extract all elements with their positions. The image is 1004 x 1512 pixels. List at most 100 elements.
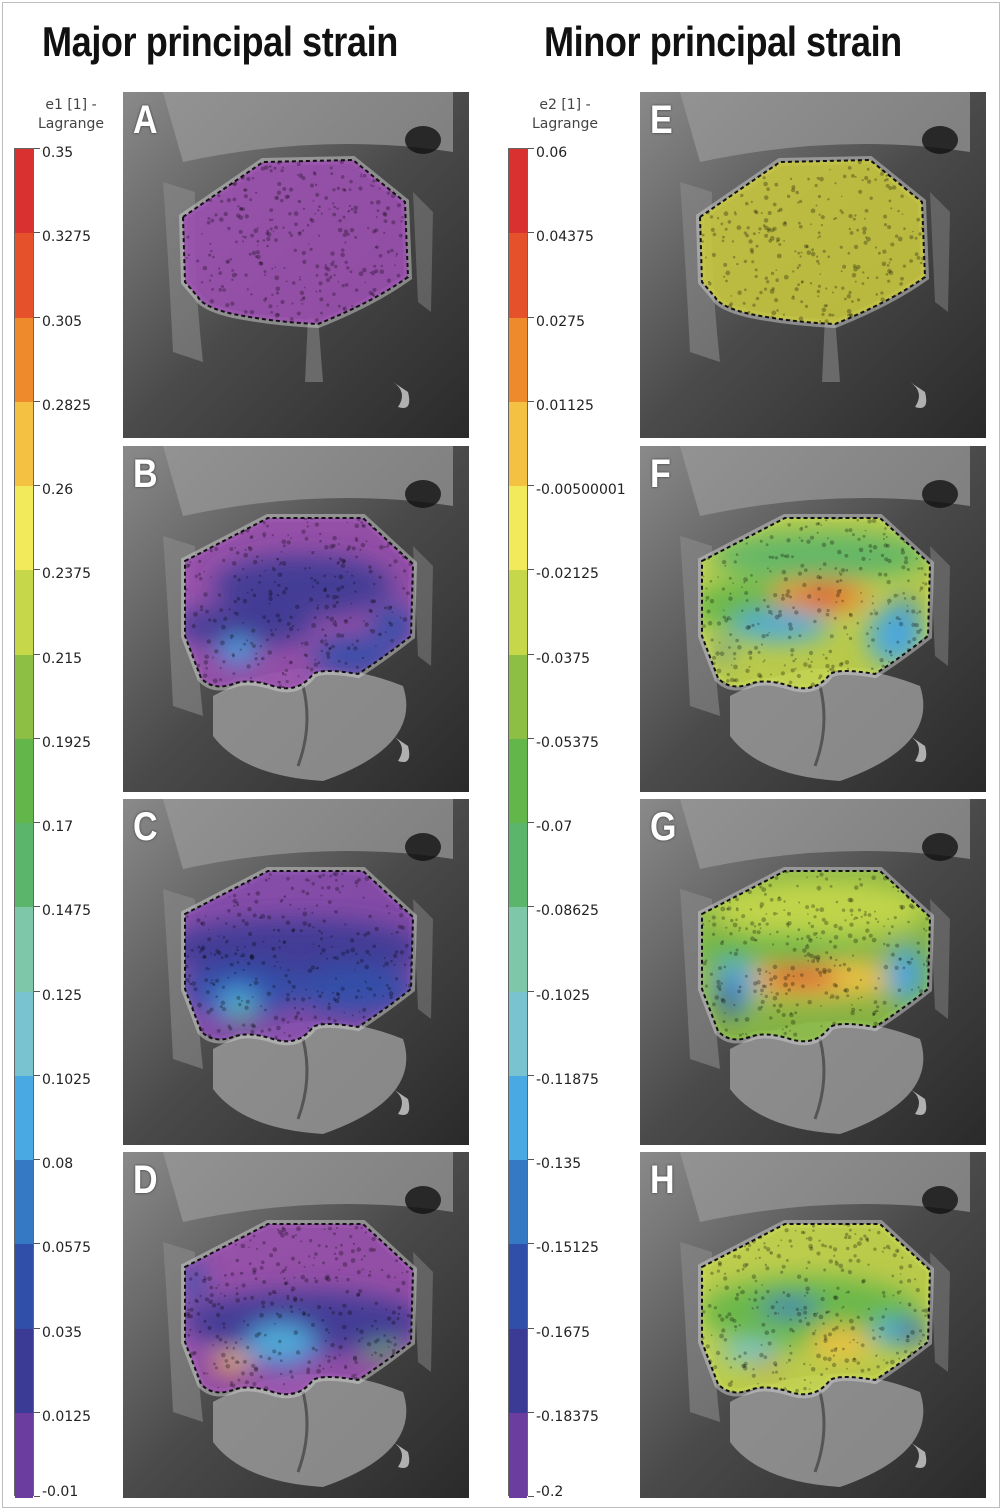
colorbar-segment bbox=[509, 570, 527, 656]
left-colorbar bbox=[14, 148, 34, 1498]
colorbar-tick bbox=[528, 316, 534, 318]
panel-image bbox=[123, 1152, 469, 1498]
colorbar-segment bbox=[509, 401, 527, 487]
panel-image bbox=[640, 446, 986, 792]
panel-a-label: A bbox=[133, 98, 158, 142]
colorbar-tick-label: 0.3275 bbox=[42, 229, 91, 246]
colorbar-tick-label: 0.1475 bbox=[42, 903, 91, 920]
panel-e: E bbox=[640, 92, 986, 438]
colorbar-tick-label: 0.0125 bbox=[42, 1408, 91, 1425]
colorbar-tick-label: 0.035 bbox=[42, 1324, 83, 1341]
colorbar-tick bbox=[528, 148, 534, 149]
colorbar-tick-label: -0.02125 bbox=[536, 566, 599, 583]
colorbar-segment bbox=[15, 486, 33, 572]
panel-c-label: C bbox=[133, 805, 158, 849]
colorbar-tick bbox=[528, 569, 534, 571]
colorbar-tick bbox=[528, 400, 534, 402]
colorbar-tick-label: 0.04375 bbox=[536, 229, 594, 246]
colorbar-segment bbox=[509, 317, 527, 403]
colorbar-tick-label: 0.08 bbox=[42, 1156, 74, 1172]
colorbar-tick-label: -0.08625 bbox=[536, 903, 599, 920]
colorbar-tick-label: -0.15125 bbox=[536, 1240, 599, 1257]
colorbar-tick bbox=[34, 148, 40, 149]
colorbar-segment bbox=[509, 149, 527, 235]
colorbar-segment bbox=[509, 1160, 527, 1246]
colorbar-segment bbox=[15, 1244, 33, 1330]
colorbar-tick-label: -0.05375 bbox=[536, 734, 599, 751]
colorbar-tick-label: 0.35 bbox=[42, 145, 74, 161]
colorbar-segment bbox=[509, 486, 527, 572]
colorbar-segment bbox=[15, 1160, 33, 1246]
colorbar-tick bbox=[34, 232, 40, 234]
right-colorbar bbox=[508, 148, 528, 1498]
panel-g: G bbox=[640, 799, 986, 1145]
colorbar-tick-label: -0.1025 bbox=[536, 987, 591, 1004]
colorbar-tick-label: -0.01 bbox=[42, 1484, 79, 1500]
colorbar-segment bbox=[15, 1075, 33, 1161]
colorbar-tick bbox=[528, 1327, 534, 1329]
panel-h: H bbox=[640, 1152, 986, 1498]
panel-c: C bbox=[123, 799, 469, 1145]
colorbar-tick bbox=[34, 1327, 40, 1329]
colorbar-segment bbox=[509, 907, 527, 993]
panel-e-label: E bbox=[650, 98, 673, 142]
colorbar-segment bbox=[509, 738, 527, 824]
panel-b-label: B bbox=[133, 452, 158, 496]
colorbar-tick-label: 0.1925 bbox=[42, 734, 91, 751]
panel-a: A bbox=[123, 92, 469, 438]
panel-f-label: F bbox=[650, 452, 671, 496]
colorbar-tick bbox=[34, 653, 40, 655]
colorbar-segment bbox=[15, 317, 33, 403]
colorbar-segment bbox=[15, 1328, 33, 1414]
colorbar-segment bbox=[509, 823, 527, 909]
colorbar-segment bbox=[15, 233, 33, 319]
colorbar-tick bbox=[528, 737, 534, 739]
panel-d: D bbox=[123, 1152, 469, 1498]
colorbar-segment bbox=[15, 570, 33, 656]
colorbar-tick-label: 0.305 bbox=[42, 313, 83, 330]
left-legend-header: e1 [1] - Lagrange bbox=[16, 96, 126, 134]
colorbar-segment bbox=[15, 907, 33, 993]
colorbar-tick-label: 0.2375 bbox=[42, 566, 91, 583]
right-column-title: Minor principal strain bbox=[544, 18, 902, 65]
panel-image bbox=[123, 92, 469, 438]
colorbar-tick bbox=[34, 1411, 40, 1413]
panel-image bbox=[123, 446, 469, 792]
colorbar-tick-label: -0.07 bbox=[536, 819, 573, 835]
panel-image bbox=[640, 1152, 986, 1498]
colorbar-tick bbox=[528, 485, 534, 486]
colorbar-segment bbox=[15, 991, 33, 1077]
colorbar-tick-label: 0.1025 bbox=[42, 1071, 91, 1088]
colorbar-tick-label: 0.0275 bbox=[536, 313, 585, 330]
colorbar-tick-label: -0.135 bbox=[536, 1156, 582, 1172]
colorbar-tick bbox=[528, 1159, 534, 1160]
colorbar-tick bbox=[34, 1159, 40, 1160]
colorbar-tick bbox=[34, 737, 40, 739]
colorbar-tick bbox=[528, 906, 534, 908]
colorbar-segment bbox=[15, 823, 33, 909]
colorbar-segment bbox=[15, 654, 33, 740]
colorbar-tick bbox=[528, 822, 534, 823]
colorbar-tick bbox=[528, 1243, 534, 1245]
panel-d-label: D bbox=[133, 1158, 158, 1202]
colorbar-segment bbox=[509, 1075, 527, 1161]
left-legend-header-line1: e1 [1] - bbox=[45, 97, 97, 113]
colorbar-tick-label: -0.00500001 bbox=[536, 482, 626, 498]
colorbar-tick bbox=[528, 232, 534, 234]
colorbar-segment bbox=[509, 1244, 527, 1330]
colorbar-segment bbox=[15, 1412, 33, 1498]
colorbar-tick bbox=[34, 906, 40, 908]
colorbar-tick bbox=[34, 1243, 40, 1245]
colorbar-tick-label: -0.11875 bbox=[536, 1071, 599, 1088]
panel-image bbox=[640, 92, 986, 438]
right-legend-header-line2: Lagrange bbox=[532, 116, 598, 132]
colorbar-tick bbox=[34, 1496, 40, 1497]
colorbar-tick-label: 0.125 bbox=[42, 987, 83, 1004]
colorbar-tick-label: 0.26 bbox=[42, 482, 74, 498]
colorbar-tick-label: -0.18375 bbox=[536, 1408, 599, 1425]
colorbar-tick-label: 0.06 bbox=[536, 145, 568, 161]
panel-h-label: H bbox=[650, 1158, 675, 1202]
left-column-title: Major principal strain bbox=[42, 18, 398, 65]
panel-image bbox=[123, 799, 469, 1145]
colorbar-tick bbox=[528, 1411, 534, 1413]
